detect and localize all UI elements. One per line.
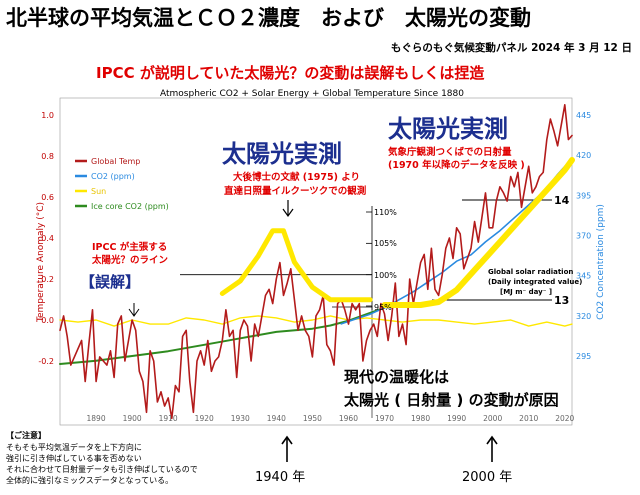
legend-label: Sun [91,187,106,196]
pct-100-label: 100% [374,271,397,280]
chart-title: Atmospheric CO2 + Solar Energy + Global … [160,89,464,99]
ipcc-note-2: 太陽光？のライン [92,254,168,266]
x-tick: 1890 [87,414,106,423]
series-sun-line [59,315,573,327]
sun-left-note-2: 直達日照量イルクーツクでの観測 [224,185,366,197]
arrow-2000-head [486,435,498,445]
value-14-label: 14 [554,194,570,207]
year-2000-label: 2000 年 [462,470,512,485]
y-tick-left: 0.8 [41,152,54,161]
year-1940-label: 1940 年 [255,470,305,485]
pct-95-label: 95% [374,303,392,312]
x-tick: 1920 [195,414,214,423]
legend-label: CO2 (ppm) [91,172,135,181]
axes-layer: -0.2 0.0 0.2 0.4 0.6 0.8 1.0 295 320 345 370 395 420… [38,111,591,423]
page-title: 北半球の平均気温とＣＯ２濃度 および 太陽光の変動 [6,6,531,30]
x-tick: 1940 [267,414,286,423]
pct-110-label: 110% [374,208,397,217]
legend-label: Global Temp [91,157,140,166]
y-tick-left: 0.0 [41,316,54,325]
caution-title: 【ご注意】 [6,430,46,440]
x-tick: 2020 [555,414,574,423]
caution-line-3: それに合わせて日射量データも引き伸ばしているので [6,464,198,474]
x-tick: 1980 [411,414,430,423]
caution-line-2: 強引に引き伸ばしている事を否めない [6,453,142,463]
y-tick-right: 320 [576,312,591,321]
y-tick-left: 0.2 [41,275,54,284]
y-tick-left: 0.4 [41,234,54,243]
misread-label: 【誤解】 [80,273,140,291]
x-tick: 1990 [447,414,466,423]
arrow-1940-head [281,435,293,445]
sun-right-note-2: (1970 年以降のデータを反映 ) [388,159,525,171]
y-axis-right-title: CO2 Concentration (ppm) [596,204,606,320]
actual-sun-right-label: 太陽光実測 [388,115,508,143]
x-tick: 1960 [339,414,358,423]
arrow-to-ipcc-line-head [128,308,140,317]
series-layer [59,104,575,420]
arrows [128,200,498,462]
x-tick: 1930 [231,414,250,423]
radiation-label-3: [MJ m⁻ day⁻ ] [500,288,552,296]
radiation-label-1: Global solar radiation [488,268,573,276]
y-tick-right: 395 [576,191,591,200]
series-sun-measured-new [381,157,575,308]
ipcc-note-1: IPCC が主張する [92,241,167,253]
actual-sun-left-label: 太陽光実測 [222,140,342,168]
sun-left-note-1: 大後博士の文献 (1975) より [233,171,360,183]
arrow-to-old-measurement-head [282,208,294,218]
y-tick-left: -0.2 [38,357,54,366]
sun-right-note-1: 気象庁観測つくばでの日射量 [388,146,512,158]
headline: IPCC が説明していた太陽光？の変動は誤解もしくは捏造 [96,64,485,82]
legend: Global Temp CO2 (ppm) Sun Ice core CO2 (ppm… [75,157,169,211]
series-sun-measured-old [219,228,373,303]
x-tick: 2010 [519,414,538,423]
y-tick-right: 420 [576,151,591,160]
y-tick-right: 295 [576,352,591,361]
pct-105-label: 105% [374,239,397,248]
caution-line-4: 全体的に強引なミックスデータとなっている。 [6,475,173,485]
x-tick: 1950 [303,414,322,423]
caution-line-1: そもそも平均気温データを上下方向に [6,442,142,452]
x-tick: 2000 [483,414,502,423]
credit-line: もぐらのもぐ気候変動パネル 2024 年 3 月 12 日 [390,42,632,54]
y-tick-right: 345 [576,272,591,281]
y-tick-left: 1.0 [41,111,54,120]
radiation-label-2: (Daily integrated value) [488,278,582,286]
series-temp-line [59,104,573,420]
plot-area [59,97,573,426]
y-axis-left-title: Temperature Anomaly (°C) [36,202,46,323]
legend-label: Ice core CO2 (ppm) [91,202,169,211]
conclusion-line-2: 太陽光 ( 日射量 ) の変動が原因 [344,391,559,409]
y-tick-right: 445 [576,111,591,120]
conclusion-line-1: 現代の温暖化は [344,368,449,386]
y-tick-left: 0.6 [41,193,54,202]
x-tick: 1970 [375,414,394,423]
x-tick: 1900 [123,414,142,423]
value-13-label: 13 [554,294,569,307]
y-tick-right: 370 [576,232,591,241]
x-tick: 1910 [159,414,178,423]
